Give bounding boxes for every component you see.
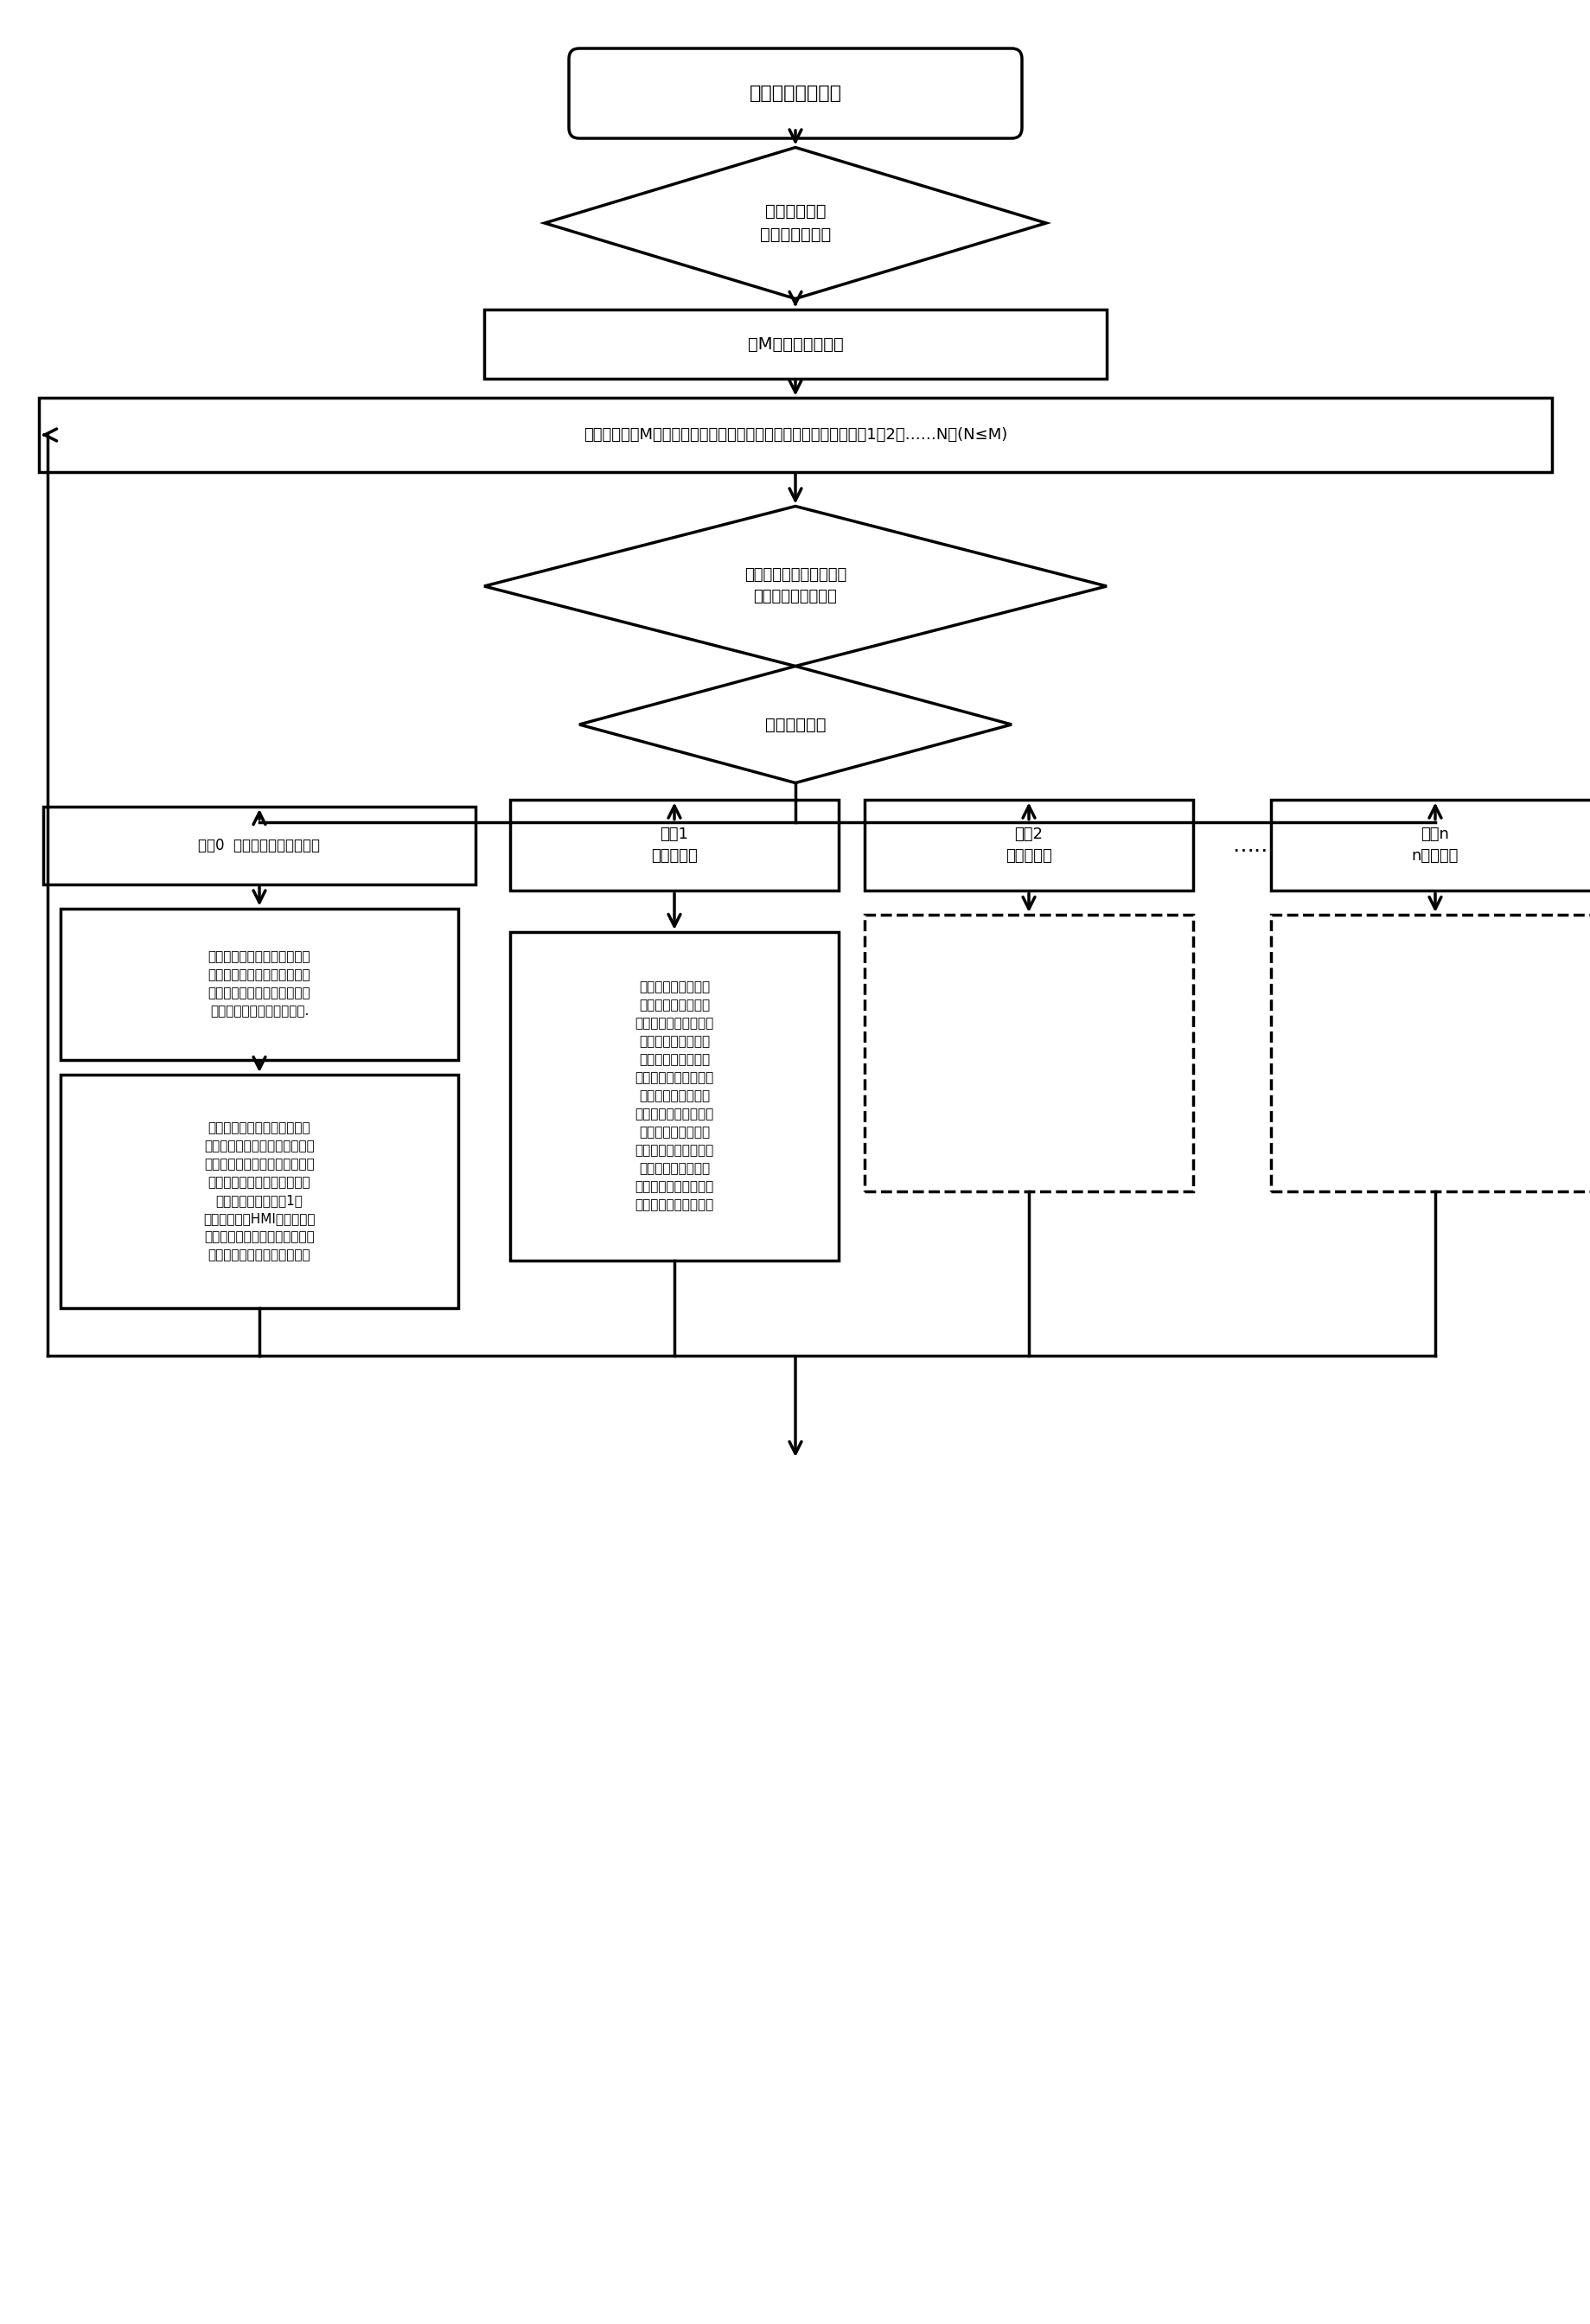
- Polygon shape: [485, 507, 1107, 667]
- FancyBboxPatch shape: [569, 49, 1022, 139]
- Text: 选择运行状态: 选择运行状态: [765, 716, 825, 732]
- Polygon shape: [545, 146, 1046, 300]
- Bar: [510, 932, 838, 1260]
- Text: 根据被控对象的变化判断
几台电机组合运行？: 根据被控对象的变化判断 几台电机组合运行？: [744, 567, 846, 604]
- Text: 被冷却烟道内温度有
向升高方向变化需启
动电机时，从队列中待
机状态的最小队列号
开始依次启动队列中
的待机电机直至队尾，
并且电机进入运行状
态；当被冷却烟道: 被冷却烟道内温度有 向升高方向变化需启 动电机时，从队列中待 机状态的最小队列号…: [634, 981, 714, 1211]
- Bar: [1270, 799, 1590, 890]
- Bar: [865, 916, 1192, 1192]
- Text: 对M台电机自动计数: 对M台电机自动计数: [747, 337, 843, 353]
- Text: 状态0  故障电机进出队列运行: 状态0 故障电机进出队列运行: [199, 837, 320, 853]
- Bar: [38, 397, 1552, 472]
- Text: 成组电机内有M台电机，按时间顺序从小到大排队编号，初始队列为1、2、……N。(N≤M): 成组电机内有M台电机，按时间顺序从小到大排队编号，初始队列为1、2、……N。(N…: [584, 428, 1008, 442]
- Text: 状态1
一电机运行: 状态1 一电机运行: [652, 827, 698, 865]
- Bar: [510, 799, 838, 890]
- Bar: [43, 806, 475, 885]
- Text: 选择中央自动模式: 选择中央自动模式: [749, 84, 841, 102]
- Bar: [485, 309, 1107, 379]
- Bar: [1270, 916, 1590, 1192]
- Text: ……: ……: [1232, 834, 1275, 855]
- Polygon shape: [579, 667, 1011, 783]
- Bar: [60, 909, 458, 1060]
- Bar: [60, 1074, 458, 1308]
- Text: 状态n
n电机运行: 状态n n电机运行: [1412, 827, 1458, 865]
- Bar: [865, 799, 1192, 890]
- Text: 根据被控对象
选择成组电机数: 根据被控对象 选择成组电机数: [760, 205, 832, 242]
- Text: 队列中删除某一电机后队列号
将重新排列，队列号小于被删电
机队列号的电机其队列号不变，
队列号大于被删电机队列号的
电机其队列号自动减1。
故障恢复或在HMI上: 队列中删除某一电机后队列号 将重新排列，队列号小于被删电 机队列号的电机其队列号…: [204, 1122, 315, 1262]
- Text: 当电机离开自动模式或电机及
驱动系统故障时，将此电机删
除出队列并报警，队列中被删
除出的某一电机将退出队列.: 当电机离开自动模式或电机及 驱动系统故障时，将此电机删 除出队列并报警，队列中被…: [208, 951, 310, 1018]
- Text: 状态2
二电机运行: 状态2 二电机运行: [1005, 827, 1053, 865]
